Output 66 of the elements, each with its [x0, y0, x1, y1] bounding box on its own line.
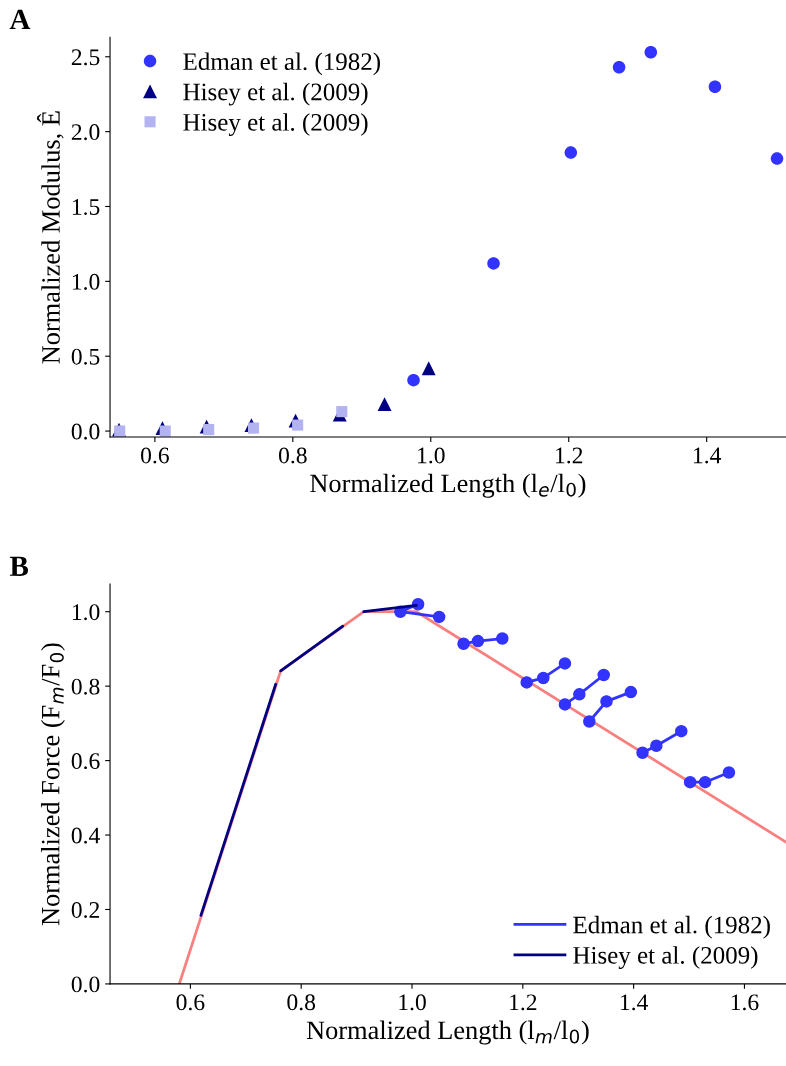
point [583, 715, 596, 728]
y-tick-label: 0.5 [71, 348, 100, 365]
point [683, 775, 697, 789]
y-tick-label: 0.4 [71, 827, 100, 844]
point [573, 688, 586, 701]
point [496, 632, 509, 645]
y-tick-label: 1.0 [72, 604, 100, 621]
point [636, 746, 649, 760]
legend-label: Hisey et al. (2009) [573, 946, 758, 969]
x-tick-label: 1.0 [418, 447, 445, 464]
point [487, 257, 500, 270]
point [407, 373, 420, 387]
point [457, 637, 470, 650]
y-tick-label: 0.6 [71, 753, 100, 770]
legend-label: Hisey et al. (2009) [183, 113, 368, 136]
point [520, 676, 533, 689]
point [612, 61, 626, 74]
point [600, 695, 613, 708]
point [558, 657, 572, 670]
x-tick-label: 1.6 [731, 994, 759, 1011]
x-tick-label: 0.6 [141, 447, 169, 464]
point [203, 424, 215, 436]
x-tick-label: 0.8 [287, 994, 316, 1011]
x-tick-label: 1.4 [620, 994, 649, 1011]
point [377, 397, 392, 412]
x-tick-label: 1.0 [399, 994, 426, 1011]
legend-label: Edman et al. (1982) [183, 52, 380, 76]
point [624, 685, 638, 699]
y-tick-label: 0.0 [71, 976, 100, 993]
text: B [9, 556, 29, 576]
point [471, 634, 485, 648]
text: A [9, 9, 31, 29]
point [675, 724, 688, 738]
x-axis-title: Normalized Length (l$_{e}$/l$_{0}$) [310, 473, 586, 498]
x-tick-label: 1.2 [510, 994, 537, 1011]
point [292, 419, 304, 431]
y-tick-label: 1.5 [72, 199, 100, 216]
point [698, 775, 712, 789]
point [558, 698, 572, 711]
y-axis-title: Normalized Force (F$_{m}$/F$_{0}$) [40, 643, 65, 926]
x-tick-label: 0.8 [278, 447, 307, 464]
y-tick-label: 0.2 [71, 901, 100, 918]
point [644, 46, 658, 59]
point [336, 406, 348, 418]
x-tick-label: 1.4 [694, 447, 722, 464]
x-tick-label: 0.6 [176, 994, 205, 1011]
y-tick-label: 0.8 [71, 678, 100, 695]
point [722, 766, 736, 779]
point [247, 422, 260, 434]
legend-label: Edman et al. (1982) [573, 915, 770, 939]
y-axis-title: Normalized Modulus, Ê [37, 111, 64, 364]
point [564, 146, 578, 159]
y-tick-label: 2.0 [71, 124, 100, 141]
y-tick-label: 1.0 [72, 273, 100, 290]
x-tick-label: 1.2 [556, 447, 583, 464]
point [537, 671, 550, 685]
point [708, 80, 722, 93]
point [597, 668, 610, 682]
point [432, 610, 446, 624]
point [650, 739, 663, 752]
y-tick-label: 0.0 [71, 423, 100, 440]
point [770, 152, 784, 165]
x-axis-title: Normalized Length (l$_{m}$/l$_{0}$) [306, 1020, 589, 1045]
legend-label: Hisey et al. (2009) [183, 82, 368, 106]
point [421, 361, 436, 376]
y-tick-label: 2.5 [71, 49, 100, 66]
